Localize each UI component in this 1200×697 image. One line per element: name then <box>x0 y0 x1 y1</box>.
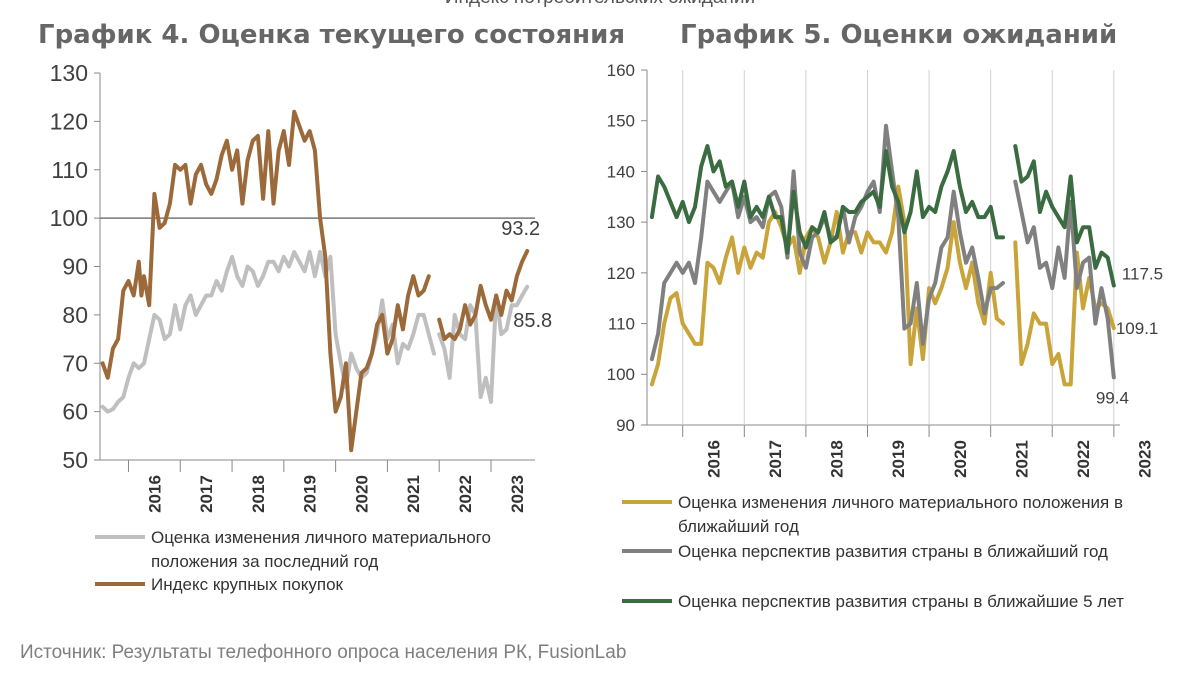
legend-entry: Оценка изменения личного материального п… <box>678 493 1123 512</box>
y-tick-label: 90 <box>62 254 88 280</box>
source-note: Источник: Результаты телефонного опроса … <box>20 642 627 663</box>
series-end-label: 85.8 <box>513 310 552 332</box>
x-tick-label: 2018 <box>828 440 847 478</box>
x-tick-label: 2016 <box>704 440 723 478</box>
legend-entry: Оценка изменения личного материального <box>151 528 491 547</box>
page-heading-clipped: Индекс потребительских ожиданий <box>0 0 1200 9</box>
series-end-label: 93.2 <box>501 218 540 240</box>
series-end-label: 117.5 <box>1122 265 1163 284</box>
series-end-label: 99.4 <box>1096 388 1129 407</box>
x-tick-label: 2023 <box>1136 440 1155 478</box>
y-tick-label: 60 <box>62 399 88 425</box>
x-tick-label: 2020 <box>352 475 371 513</box>
x-tick-label: 2016 <box>145 475 164 513</box>
x-tick-label: 2021 <box>404 475 423 513</box>
y-tick-label: 150 <box>607 112 635 131</box>
y-tick-label: 120 <box>50 108 88 134</box>
legend-entry: ближайший год <box>678 517 799 536</box>
y-tick-label: 130 <box>50 60 88 86</box>
x-tick-label: 2019 <box>889 440 908 478</box>
y-tick-label: 50 <box>62 447 88 473</box>
chart-4: 130 120 110 100 90 80 70 60 50 2016 2017 2018 2019 20… <box>50 60 553 594</box>
legend-entry: положения за последний год <box>151 552 378 571</box>
series-line <box>100 109 431 453</box>
x-tick-label: 2018 <box>249 475 268 513</box>
y-tick-label: 110 <box>51 157 88 183</box>
y-tick-label: 140 <box>607 162 635 181</box>
y-tick-label: 130 <box>607 213 635 232</box>
series-line <box>649 144 1005 255</box>
y-tick-label: 70 <box>62 350 88 376</box>
series-line <box>437 249 530 342</box>
y-tick-label: 90 <box>616 416 635 435</box>
x-tick-label: 2022 <box>1074 440 1093 478</box>
x-tick-label: 2020 <box>951 440 970 478</box>
legend-entry: Оценка перспектив развития страны в ближ… <box>678 542 1108 561</box>
x-tick-label: 2021 <box>1012 440 1031 478</box>
series-line <box>1013 179 1116 380</box>
series-end-label: 109.1 <box>1116 319 1159 338</box>
y-tick-label: 100 <box>50 205 88 231</box>
y-tick-label: 120 <box>607 264 635 283</box>
series-line <box>437 284 530 404</box>
x-tick-label: 2017 <box>197 475 216 513</box>
legend-entry: Оценка перспектив развития страны в ближ… <box>678 592 1124 611</box>
y-tick-label: 110 <box>608 315 635 334</box>
chart-4-title: График 4. Оценка текущего состояния <box>38 20 626 50</box>
series-line <box>1013 144 1116 288</box>
chart-5: 160 150 140 130 120 110 100 90 2016 2017 2018 2019 2… <box>607 61 1163 611</box>
legend-entry: Индекс крупных покупок <box>151 575 344 594</box>
x-tick-label: 2017 <box>766 440 785 478</box>
x-tick-label: 2019 <box>301 475 320 513</box>
y-tick-label: 160 <box>607 61 635 80</box>
series-line <box>649 184 1005 387</box>
y-tick-label: 100 <box>607 365 635 384</box>
x-tick-label: 2023 <box>508 475 527 513</box>
x-tick-label: 2022 <box>456 475 475 513</box>
y-tick-label: 80 <box>62 302 88 328</box>
chart-5-title: График 5. Оценки ожиданий <box>680 20 1118 50</box>
